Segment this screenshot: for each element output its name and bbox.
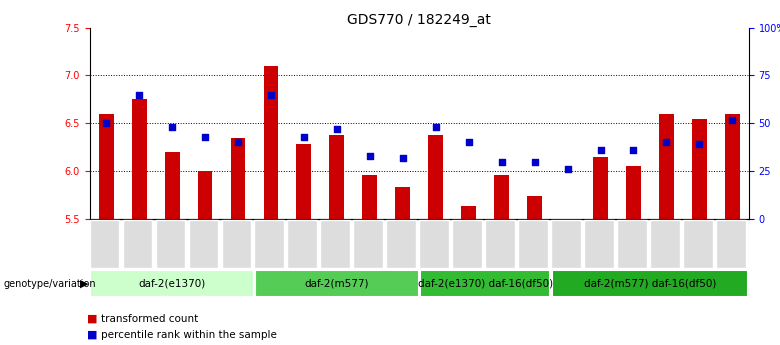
Point xyxy=(693,142,706,147)
FancyBboxPatch shape xyxy=(255,270,419,297)
Bar xyxy=(231,138,246,219)
Point xyxy=(331,126,343,132)
FancyBboxPatch shape xyxy=(222,220,251,268)
Bar xyxy=(197,171,212,219)
Text: daf-2(e1370) daf-16(df50): daf-2(e1370) daf-16(df50) xyxy=(417,279,553,289)
FancyBboxPatch shape xyxy=(485,220,515,268)
Title: GDS770 / 182249_at: GDS770 / 182249_at xyxy=(347,12,491,27)
Bar xyxy=(132,99,147,219)
Bar xyxy=(626,166,641,219)
Point xyxy=(298,134,310,139)
Point xyxy=(396,155,409,160)
Point xyxy=(627,147,640,153)
Point xyxy=(594,147,607,153)
FancyBboxPatch shape xyxy=(189,220,218,268)
Bar xyxy=(495,175,509,219)
Bar xyxy=(99,114,114,219)
FancyBboxPatch shape xyxy=(254,220,284,268)
FancyBboxPatch shape xyxy=(122,220,152,268)
Bar xyxy=(692,119,707,219)
FancyBboxPatch shape xyxy=(617,220,647,268)
Point xyxy=(199,134,211,139)
Bar xyxy=(725,114,739,219)
FancyBboxPatch shape xyxy=(420,270,551,297)
FancyBboxPatch shape xyxy=(650,220,679,268)
Point xyxy=(264,92,277,97)
Bar xyxy=(264,66,278,219)
Text: ■: ■ xyxy=(87,330,98,339)
Text: ■: ■ xyxy=(87,314,98,324)
Bar xyxy=(461,206,476,219)
FancyBboxPatch shape xyxy=(551,270,748,297)
FancyBboxPatch shape xyxy=(518,220,548,268)
FancyBboxPatch shape xyxy=(584,220,614,268)
Text: daf-2(m577): daf-2(m577) xyxy=(305,279,369,289)
Bar xyxy=(363,175,378,219)
Point xyxy=(528,159,541,165)
Text: transformed count: transformed count xyxy=(101,314,199,324)
Text: ▶: ▶ xyxy=(80,279,89,288)
FancyBboxPatch shape xyxy=(683,220,713,268)
Point xyxy=(133,92,145,97)
Point xyxy=(463,140,475,145)
Point xyxy=(726,117,739,122)
FancyBboxPatch shape xyxy=(551,220,581,268)
Bar xyxy=(329,135,344,219)
FancyBboxPatch shape xyxy=(386,220,416,268)
Bar xyxy=(593,157,608,219)
Bar xyxy=(659,114,674,219)
Point xyxy=(430,125,442,130)
FancyBboxPatch shape xyxy=(716,220,746,268)
Text: daf-2(m577) daf-16(df50): daf-2(m577) daf-16(df50) xyxy=(583,279,716,289)
Point xyxy=(100,120,112,126)
Bar xyxy=(165,152,179,219)
Bar xyxy=(296,145,311,219)
Text: genotype/variation: genotype/variation xyxy=(4,279,97,288)
FancyBboxPatch shape xyxy=(353,220,383,268)
Point xyxy=(660,140,672,145)
FancyBboxPatch shape xyxy=(452,220,482,268)
Point xyxy=(363,153,376,159)
Point xyxy=(562,167,574,172)
FancyBboxPatch shape xyxy=(156,220,186,268)
Point xyxy=(495,159,508,165)
Text: percentile rank within the sample: percentile rank within the sample xyxy=(101,330,277,339)
FancyBboxPatch shape xyxy=(321,220,350,268)
FancyBboxPatch shape xyxy=(287,220,317,268)
Bar xyxy=(395,187,410,219)
FancyBboxPatch shape xyxy=(90,220,119,268)
FancyBboxPatch shape xyxy=(90,270,254,297)
Text: daf-2(e1370): daf-2(e1370) xyxy=(139,279,206,289)
Point xyxy=(166,125,179,130)
Bar xyxy=(527,196,542,219)
Bar xyxy=(428,135,443,219)
FancyBboxPatch shape xyxy=(420,220,449,268)
Point xyxy=(232,140,244,145)
